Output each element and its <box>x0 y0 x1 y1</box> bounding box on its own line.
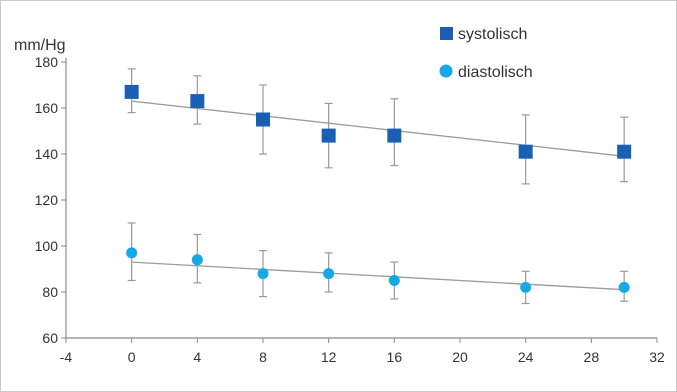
data-point-diastolisch <box>191 254 203 266</box>
data-point-diastolisch <box>126 247 138 259</box>
data-point-systolisch <box>124 84 139 99</box>
trend-lines <box>131 100 625 291</box>
trend-line-diastolisch <box>131 261 625 291</box>
y-axis-label: mm/Hg <box>14 37 66 54</box>
x-tick-label: 24 <box>518 349 534 365</box>
x-tick-label: 0 <box>128 349 136 365</box>
x-tick-label: 20 <box>452 349 468 365</box>
y-tick-label: 180 <box>35 54 59 70</box>
x-tick-label: 8 <box>259 349 267 365</box>
legend: systolisch diastolisch <box>439 26 533 81</box>
data-point-diastolisch <box>257 268 269 280</box>
data-point-systolisch <box>617 144 632 159</box>
data-point-systolisch <box>190 94 205 109</box>
data-point-systolisch <box>387 128 402 143</box>
x-tick-label: 28 <box>584 349 600 365</box>
data-point-diastolisch <box>618 281 630 293</box>
x-tick-label: 16 <box>387 349 403 365</box>
legend-label-diastolisch: diastolisch <box>458 64 533 81</box>
x-tick-label: 12 <box>321 349 337 365</box>
y-tick-label: 60 <box>42 330 58 346</box>
data-point-diastolisch <box>323 268 335 280</box>
x-tick-label: 32 <box>649 349 665 365</box>
axes: 60 80 100 120 140 160 180 -4 0 4 8 12 16 20 24 28 32 <box>35 54 665 365</box>
y-tick-label: 100 <box>35 238 59 254</box>
data-point-diastolisch <box>520 281 532 293</box>
data-point-systolisch <box>321 128 336 143</box>
y-tick-label: 140 <box>35 146 59 162</box>
y-tick-label: 160 <box>35 100 59 116</box>
legend-marker-systolisch <box>440 27 453 40</box>
data-point-systolisch <box>256 112 270 127</box>
data-point-systolisch <box>518 144 533 159</box>
trend-line-systolisch <box>131 100 625 157</box>
legend-marker-diastolisch <box>439 64 453 78</box>
y-tick-label: 120 <box>35 192 59 208</box>
data-point-diastolisch <box>388 275 400 286</box>
x-tick-label: 4 <box>193 349 201 365</box>
data-points <box>124 84 632 293</box>
legend-label-systolisch: systolisch <box>458 26 527 43</box>
x-tick-label: -4 <box>60 349 73 365</box>
y-tick-label: 80 <box>42 284 58 300</box>
